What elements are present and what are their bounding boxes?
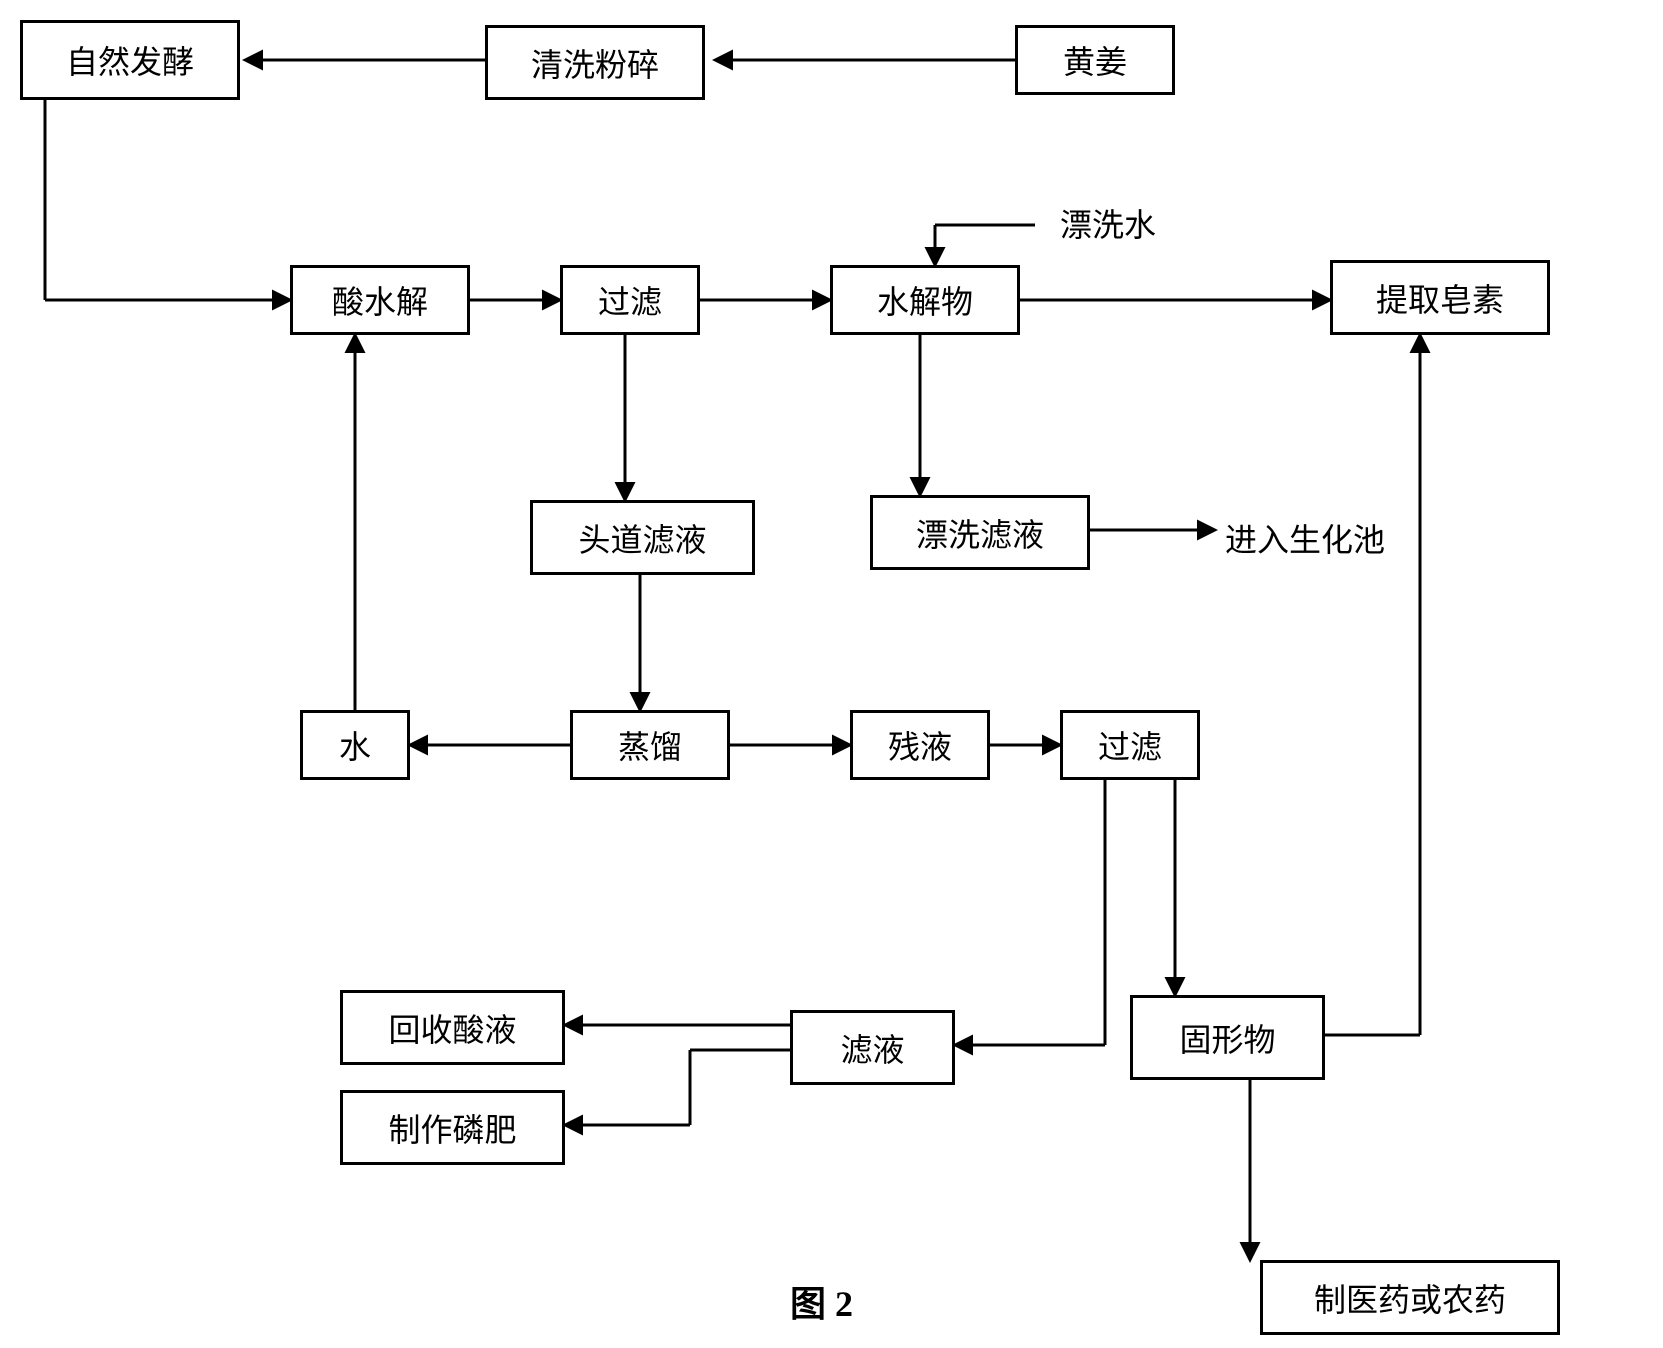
connector-arrows	[0, 0, 1663, 1348]
node-tiquzaosu: 提取皂素	[1330, 260, 1550, 335]
node-ziranfajiao: 自然发酵	[20, 20, 240, 100]
node-suanshuijie: 酸水解	[290, 265, 470, 335]
node-lvye: 滤液	[790, 1010, 955, 1085]
node-zhiyiyao: 制医药或农药	[1260, 1260, 1560, 1335]
label-piaoxishui: 漂洗水	[1060, 200, 1156, 246]
node-huishousuanye: 回收酸液	[340, 990, 565, 1065]
node-huangjiang: 黄姜	[1015, 25, 1175, 95]
label-jinrushenghuachi: 进入生化池	[1225, 515, 1385, 561]
node-canye: 残液	[850, 710, 990, 780]
node-toudaolvye: 头道滤液	[530, 500, 755, 575]
node-piaoxilvye: 漂洗滤液	[870, 495, 1090, 570]
node-zhengliu: 蒸馏	[570, 710, 730, 780]
node-shui: 水	[300, 710, 410, 780]
node-guolv2: 过滤	[1060, 710, 1200, 780]
figure-label: 图 2	[790, 1275, 853, 1327]
node-shuijieyu: 水解物	[830, 265, 1020, 335]
node-zhizuolinfei: 制作磷肥	[340, 1090, 565, 1165]
node-qingxifensui: 清洗粉碎	[485, 25, 705, 100]
node-guxingwu: 固形物	[1130, 995, 1325, 1080]
node-guolv1: 过滤	[560, 265, 700, 335]
